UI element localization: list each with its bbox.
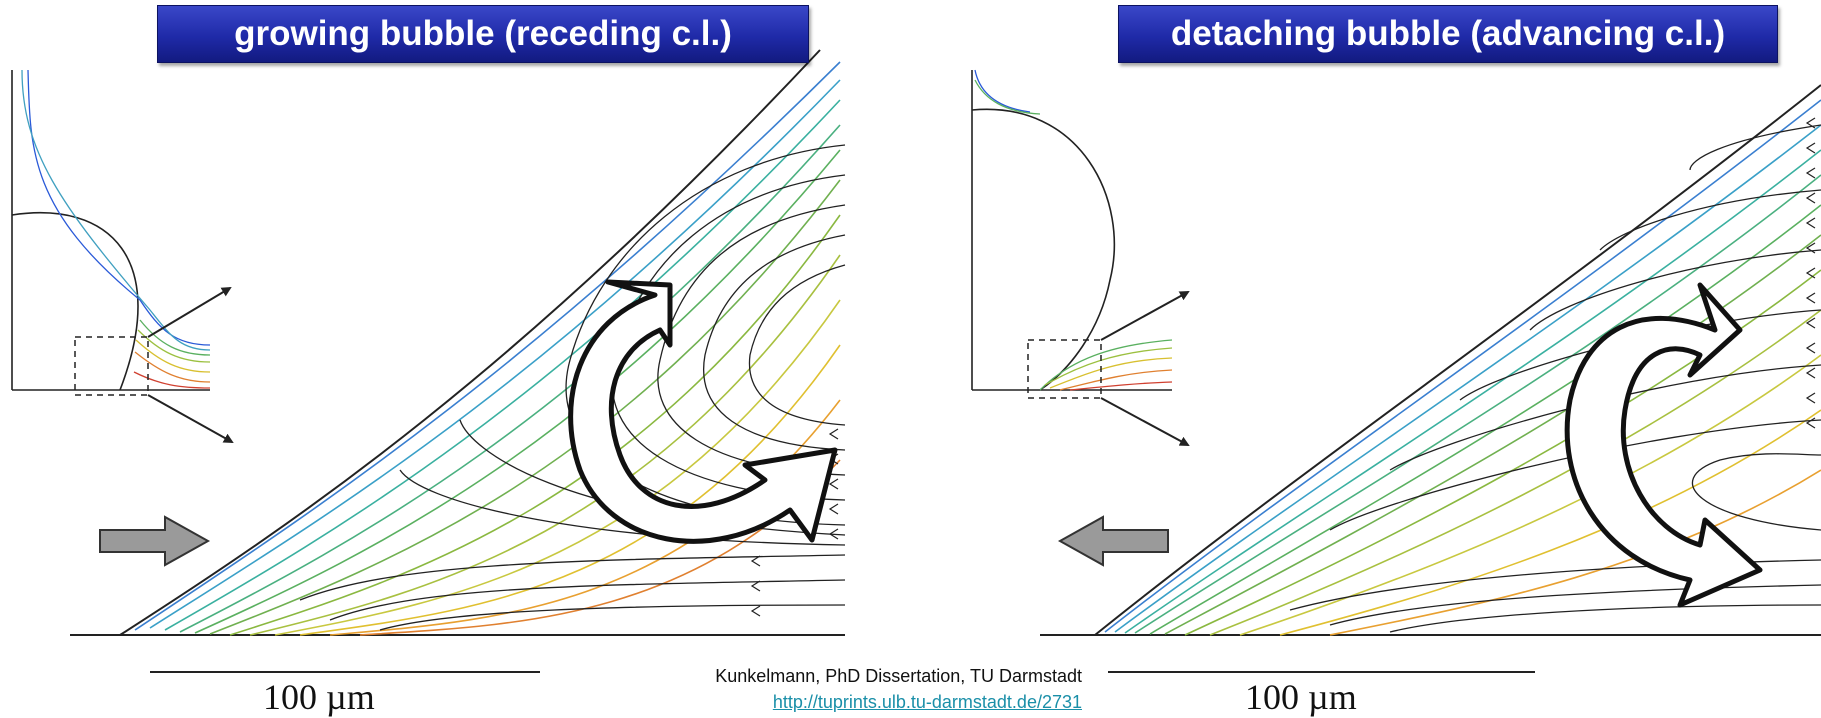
left-scale-label: 100 µm (263, 677, 375, 717)
credit-citation: Kunkelmann, PhD Dissertation, TU Darmsta… (715, 666, 1082, 686)
right-recirculation-arrow (1564, 282, 1763, 608)
right-interface (1094, 84, 1821, 636)
left-interface (119, 49, 821, 636)
right-direction-arrow (1057, 515, 1169, 567)
left-direction-arrow (99, 515, 211, 567)
right-panel (971, 69, 1821, 673)
credit-link[interactable]: http://tuprints.ulb.tu-darmstadt.de/2731 (772, 692, 1082, 712)
right-panel-title: detaching bubble (advancing c.l.) (1118, 5, 1778, 63)
right-inset-zoom-box (1027, 339, 1102, 399)
right-flow-arrows (1805, 117, 1816, 429)
right-inset (971, 69, 1190, 446)
left-inset-zoom-box (74, 336, 149, 396)
left-recirculation-arrow (568, 279, 838, 544)
left-panel-title: growing bubble (receding c.l.) (157, 5, 809, 63)
right-scale-label: 100 µm (1245, 677, 1357, 717)
left-isotherms (134, 61, 841, 636)
right-isotherms (1104, 99, 1821, 636)
left-inset (11, 69, 234, 443)
left-panel (11, 49, 846, 673)
